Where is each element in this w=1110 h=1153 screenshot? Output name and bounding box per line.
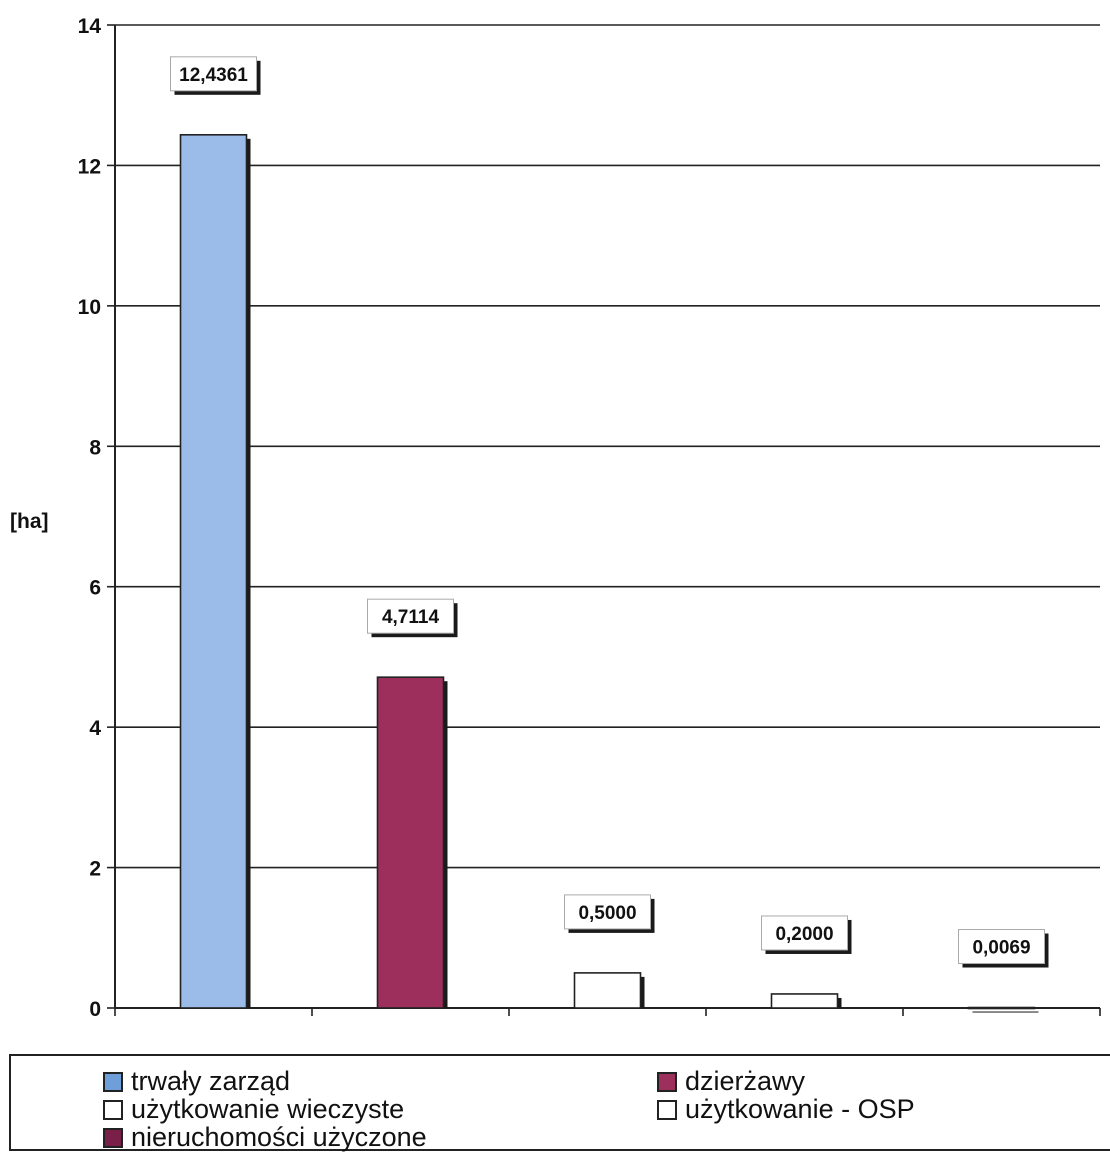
data-label: 0,0069 [972, 938, 1030, 959]
y-tick-label: 8 [89, 436, 101, 459]
y-axis-label: [ha] [10, 510, 49, 533]
bar [376, 676, 445, 1009]
data-label: 0,5000 [578, 903, 636, 924]
y-tick-label: 2 [89, 858, 101, 881]
legend: trwały zarząd dzierżawy użytkowanie wiec… [9, 1054, 1110, 1151]
data-labels: 12,4361 4,7114 0,5000 0,2000 0,0069 [170, 56, 1049, 968]
legend-swatch-icon [657, 1099, 677, 1120]
data-label: 12,4361 [179, 65, 248, 86]
legend-label: dzierżawy [685, 1066, 806, 1096]
data-label-box [170, 56, 257, 92]
bar [967, 1006, 1036, 1010]
data-label-box [367, 598, 454, 634]
bars [179, 134, 1039, 1013]
legend-swatch-icon [103, 1099, 123, 1120]
y-tick-label: 4 [89, 717, 101, 740]
y-tick-label: 0 [89, 998, 101, 1021]
legend-label: nieruchomości użyczone [131, 1122, 427, 1152]
bar [770, 993, 839, 1009]
data-label-box [958, 929, 1045, 965]
legend-item-uzytkowanie-osp: użytkowanie - OSP [657, 1096, 915, 1123]
axes: 0 2 4 6 8 10 12 14 [78, 15, 1101, 1021]
legend-swatch-icon [657, 1071, 677, 1092]
legend-item-dzierzawy: dzierżawy [657, 1068, 805, 1095]
data-label: 0,2000 [775, 924, 833, 945]
legend-swatch-icon [103, 1071, 123, 1092]
legend-swatch-icon [103, 1127, 123, 1148]
data-label: 4,7114 [382, 607, 439, 628]
bar [573, 972, 642, 1009]
y-tick-label: 10 [78, 296, 101, 319]
data-label-box [564, 894, 651, 930]
legend-item-uzytkowanie-wieczyste: użytkowanie wieczyste [103, 1096, 404, 1123]
y-tick-label: 12 [78, 155, 101, 178]
legend-item-trwaly-zarzad: trwały zarząd [103, 1068, 290, 1095]
y-tick-label: 14 [78, 15, 102, 38]
bar [179, 134, 248, 1009]
legend-label: trwały zarząd [131, 1066, 291, 1096]
legend-label: użytkowanie - OSP [685, 1094, 915, 1124]
bar-chart: 0 2 4 6 8 10 12 14 12,4361 4,7114 0,5000 0,2000 0,0… [10, 15, 1101, 1021]
legend-label: użytkowanie wieczyste [131, 1094, 405, 1124]
y-tick-label: 6 [89, 577, 101, 600]
legend-item-nieruchomosci-uzyczone: nieruchomości użyczone [103, 1124, 427, 1151]
gridlines [115, 24, 1100, 869]
bar-shadow [972, 1011, 1039, 1013]
data-label-box [761, 915, 848, 951]
